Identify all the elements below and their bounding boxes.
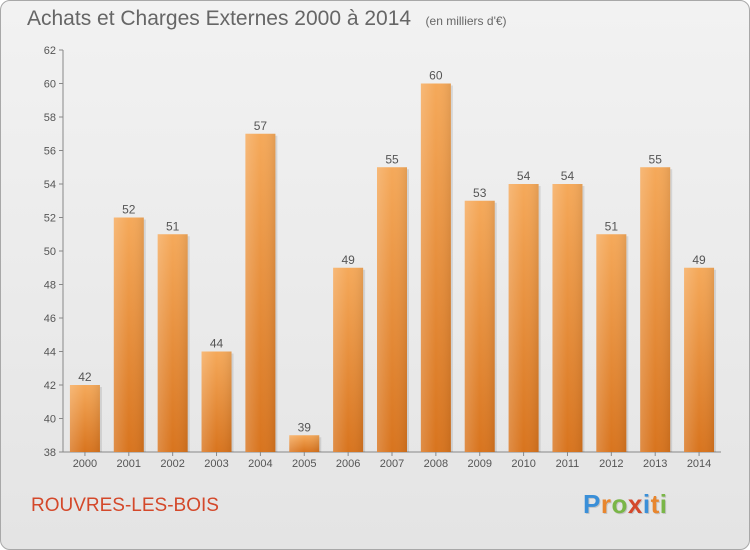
- x-tick-label: 2009: [467, 458, 491, 470]
- bar-value-label: 53: [473, 186, 487, 200]
- bar-highlight: [289, 435, 320, 452]
- x-tick-label: 2000: [73, 458, 97, 470]
- y-tick-label: 46: [44, 313, 56, 325]
- y-tick-label: 42: [44, 380, 56, 392]
- bar-value-label: 42: [78, 370, 92, 384]
- x-tick-label: 2012: [599, 458, 623, 470]
- y-tick-label: 52: [44, 213, 56, 225]
- commune-name: ROUVRES-LES-BOIS: [31, 495, 219, 516]
- bar-value-label: 55: [385, 152, 399, 166]
- bar-value-label: 60: [429, 69, 443, 83]
- bar-highlight: [157, 234, 188, 452]
- bar-value-label: 52: [122, 203, 136, 217]
- y-tick-label: 60: [44, 79, 56, 91]
- bar-value-label: 49: [341, 253, 355, 267]
- bar-highlight: [640, 167, 671, 452]
- bar-highlight: [596, 234, 627, 452]
- x-tick-label: 2011: [556, 458, 580, 470]
- y-tick-label: 40: [44, 414, 56, 426]
- bar-highlight: [245, 133, 276, 452]
- chart-title: Achats et Charges Externes 2000 à 2014: [27, 7, 412, 30]
- x-tick-label: 2008: [424, 458, 448, 470]
- y-tick-label: 58: [44, 112, 56, 124]
- bar-highlight: [113, 217, 144, 452]
- bar-value-label: 55: [649, 152, 663, 166]
- bars: 42 52 51 44 57 39 49 55 60 53 54 54 51 55 49: [69, 69, 717, 452]
- x-tick-label: 2003: [204, 458, 228, 470]
- y-tick-label: 38: [44, 447, 56, 459]
- y-axis: 38 40 42 44 46 48 50 52 54 56 58 60 62: [44, 45, 64, 459]
- title-row: Achats et Charges Externes 2000 à 2014 (…: [27, 7, 507, 31]
- logo-letter: P: [583, 489, 601, 519]
- x-tick-label: 2014: [687, 458, 711, 470]
- bar-value-label: 51: [166, 219, 180, 233]
- x-tick-label: 2010: [511, 458, 535, 470]
- bar-highlight: [333, 267, 364, 452]
- bar-highlight: [552, 184, 583, 452]
- bar-highlight: [201, 351, 232, 452]
- bar-value-label: 57: [254, 119, 268, 133]
- bar-highlight: [377, 167, 407, 452]
- x-axis: 2000 2001 2002 2003 2004 2005 2006 2007 2008 2009…: [63, 451, 721, 470]
- bar-value-label: 49: [692, 253, 706, 267]
- y-tick-label: 56: [44, 146, 56, 158]
- logo-letter: i: [642, 489, 651, 519]
- logo-letter: r: [600, 489, 612, 519]
- logo-letter: x: [627, 489, 643, 519]
- y-tick-label: 54: [44, 179, 56, 191]
- x-tick-label: 2002: [160, 458, 184, 470]
- x-tick-label: 2006: [336, 458, 360, 470]
- x-tick-label: 2005: [292, 458, 316, 470]
- y-tick-label: 44: [44, 347, 56, 359]
- bar-highlight: [420, 83, 451, 452]
- bar-value-label: 44: [210, 337, 224, 351]
- logo-letter: o: [611, 489, 628, 519]
- x-tick-label: 2001: [117, 458, 141, 470]
- chart-subtitle: (en milliers d'€): [425, 14, 507, 28]
- bar-value-label: 54: [517, 169, 531, 183]
- proxiti-logo: Proxiti: [583, 489, 667, 520]
- bar-value-label: 54: [561, 169, 575, 183]
- bar-highlight: [464, 200, 495, 452]
- y-tick-label: 62: [44, 45, 56, 57]
- bar-highlight: [69, 385, 100, 452]
- logo-letter: t: [650, 489, 660, 519]
- y-tick-label: 50: [44, 246, 56, 258]
- logo-letter: i: [659, 489, 668, 519]
- x-tick-label: 2007: [380, 458, 404, 470]
- x-tick-label: 2004: [248, 458, 272, 470]
- bar-highlight: [508, 184, 539, 452]
- y-tick-label: 48: [44, 280, 56, 292]
- bar-value-label: 51: [605, 219, 619, 233]
- x-tick-label: 2013: [643, 458, 667, 470]
- bar-value-label: 39: [298, 420, 312, 434]
- bar-highlight: [684, 267, 715, 452]
